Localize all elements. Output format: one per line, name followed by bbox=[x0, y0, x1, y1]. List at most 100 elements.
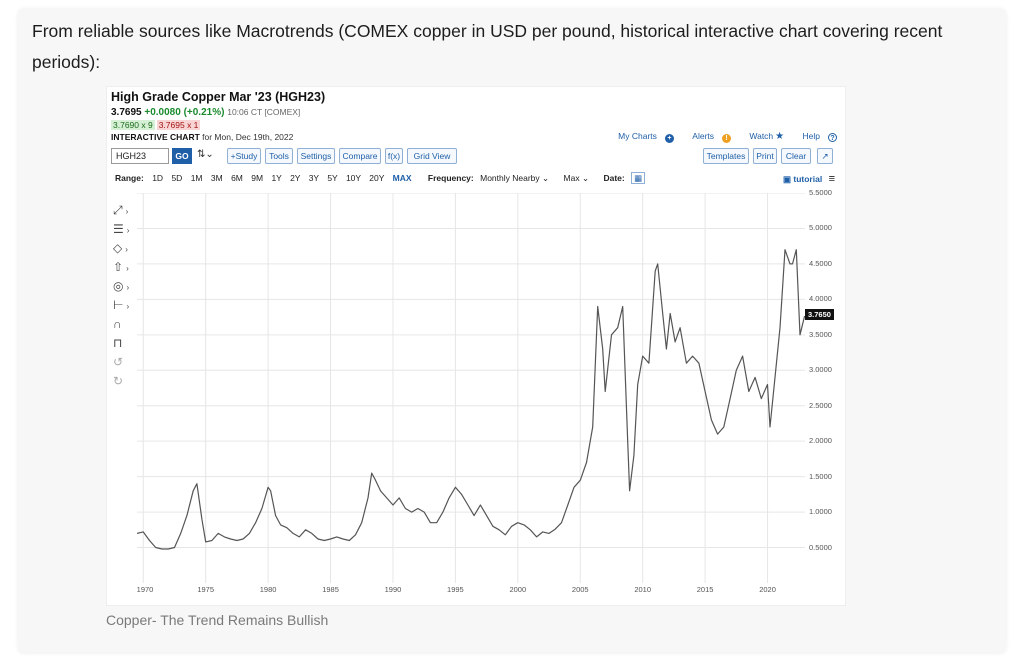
y-tick-label: 3.5000 bbox=[809, 329, 832, 339]
range-label: Range: bbox=[115, 173, 144, 183]
templates-button[interactable]: Templates bbox=[703, 148, 749, 164]
chart-title: High Grade Copper Mar '23 (HGH23) bbox=[111, 90, 326, 104]
range-1m[interactable]: 1M bbox=[190, 173, 203, 183]
undo-icon[interactable]: ↺ bbox=[113, 355, 124, 369]
range-10y[interactable]: 10Y bbox=[345, 173, 361, 183]
tutorial-link[interactable]: ▣ tutorial ≡ bbox=[783, 173, 835, 185]
x-tick-label: 1970 bbox=[136, 585, 154, 594]
redo-icon[interactable]: ↻ bbox=[113, 374, 124, 388]
range-1y[interactable]: 1Y bbox=[271, 173, 282, 183]
date-label: Date: bbox=[603, 173, 625, 183]
lock-icon[interactable]: ⊓ bbox=[113, 336, 123, 350]
my-charts-link[interactable]: My Charts + bbox=[610, 131, 674, 143]
price-line bbox=[137, 249, 805, 550]
star-icon: ★ bbox=[775, 131, 785, 142]
chevron-down-icon: ⌄ bbox=[581, 173, 590, 183]
trendline-tool-icon[interactable]: ⤢ › bbox=[113, 203, 129, 217]
x-tick-label: 2010 bbox=[634, 585, 652, 594]
range-3m[interactable]: 3M bbox=[210, 173, 223, 183]
measure-tool-icon[interactable]: ⊢ › bbox=[113, 298, 130, 312]
bid-ask: 3.7690 x 9 3.7695 x 1 bbox=[111, 120, 201, 130]
x-tick-label: 1995 bbox=[447, 585, 464, 594]
ask-value: 3.7695 x 1 bbox=[156, 120, 201, 130]
y-tick-label: 4.0000 bbox=[809, 294, 832, 304]
chart-screenshot: High Grade Copper Mar '23 (HGH23) 3.7695… bbox=[106, 86, 846, 606]
settings-button[interactable]: Settings bbox=[297, 148, 335, 164]
expand-icon[interactable]: ↗ bbox=[817, 148, 833, 164]
x-tick-label: 1980 bbox=[259, 585, 277, 594]
compare-button[interactable]: Compare bbox=[339, 148, 381, 164]
clear-button[interactable]: Clear bbox=[781, 148, 811, 164]
x-axis-labels: 1970 1975 1980 1985 1990 1995 2000 2005 2010 2015… bbox=[137, 585, 805, 599]
study-button[interactable]: +Study bbox=[227, 148, 261, 164]
film-icon: ▣ bbox=[782, 174, 792, 184]
range-20y[interactable]: 20Y bbox=[369, 173, 385, 183]
range-5y[interactable]: 5Y bbox=[327, 173, 338, 183]
interactive-date: for Mon, Dec 19th, 2022 bbox=[202, 132, 294, 142]
my-charts-label: My Charts bbox=[618, 131, 657, 141]
watch-link[interactable]: Watch ★ bbox=[741, 131, 785, 142]
interactive-label: INTERACTIVE CHART bbox=[111, 132, 200, 142]
x-tick-label: 2020 bbox=[759, 585, 776, 594]
chart-type-icon[interactable]: ⇅⌄ bbox=[197, 149, 214, 160]
quote-time: 10:06 CT [COMEX] bbox=[227, 107, 301, 117]
last-price-badge: 3.7650 bbox=[805, 309, 834, 321]
range-bar: Range: 1D 5D 1M 3M 6M 9M 1Y 2Y 3Y 5Y 10Y… bbox=[115, 172, 835, 184]
range-9m[interactable]: 9M bbox=[251, 173, 264, 183]
quote-line: 3.7695 +0.0080 (+0.21%) 10:06 CT [COMEX] bbox=[111, 107, 300, 118]
range-6m[interactable]: 6M bbox=[231, 173, 243, 183]
y-tick-label: 1.5000 bbox=[809, 471, 832, 481]
range-1d[interactable]: 1D bbox=[152, 173, 164, 183]
magnet-icon[interactable]: ∩ bbox=[113, 317, 122, 331]
menu-icon: ≡ bbox=[828, 173, 835, 185]
y-tick-label: 5.5000 bbox=[809, 188, 832, 197]
plus-icon: + bbox=[664, 134, 674, 143]
x-tick-label: 2015 bbox=[696, 585, 714, 594]
print-button[interactable]: Print bbox=[753, 148, 777, 164]
arrow-tool-icon[interactable]: ⇧ › bbox=[113, 260, 129, 274]
chart-toolbar: HGH23 GO ⇅⌄ +Study Tools Settings Compar… bbox=[111, 148, 835, 166]
top-links: My Charts + Alerts! Watch ★ Help? bbox=[602, 131, 837, 143]
price-chart bbox=[137, 193, 805, 583]
bid-value: 3.7690 x 9 bbox=[111, 120, 155, 130]
y-tick-label: 5.0000 bbox=[809, 223, 832, 233]
max-select[interactable]: Max ⌄ bbox=[564, 173, 590, 183]
shape-tool-icon[interactable]: ◇ › bbox=[113, 241, 128, 255]
x-tick-label: 2005 bbox=[571, 585, 589, 594]
interactive-chart-line: INTERACTIVE CHART for Mon, Dec 19th, 202… bbox=[111, 132, 293, 142]
max-value: Max bbox=[563, 173, 580, 183]
x-tick-label: 2000 bbox=[509, 585, 527, 594]
y-tick-label: 0.5000 bbox=[809, 542, 832, 552]
tutorial-label: tutorial bbox=[793, 174, 823, 184]
help-icon: ? bbox=[828, 133, 837, 142]
range-2y[interactable]: 2Y bbox=[290, 173, 301, 183]
intro-paragraph: From reliable sources like Macrotrends (… bbox=[32, 21, 943, 72]
alerts-link[interactable]: Alerts! bbox=[684, 131, 732, 143]
x-tick-label: 1975 bbox=[197, 585, 215, 594]
chevron-down-icon: ⌄ bbox=[542, 173, 550, 183]
fx-button[interactable]: f(x) bbox=[385, 148, 403, 164]
calendar-icon[interactable]: ▦ bbox=[631, 172, 646, 184]
frequency-value: Monthly Nearby bbox=[480, 173, 540, 183]
range-5d[interactable]: 5D bbox=[171, 173, 183, 183]
plot-area[interactable] bbox=[137, 193, 805, 583]
go-button[interactable]: GO bbox=[172, 148, 192, 164]
grid-view-button[interactable]: Grid View bbox=[407, 148, 457, 164]
range-max[interactable]: MAX bbox=[392, 173, 412, 183]
target-tool-icon[interactable]: ◎ › bbox=[113, 279, 130, 293]
fibonacci-tool-icon[interactable]: ☰ › bbox=[113, 222, 130, 236]
y-tick-label: 3.0000 bbox=[809, 365, 832, 375]
range-3y[interactable]: 3Y bbox=[308, 173, 319, 183]
x-tick-label: 1990 bbox=[384, 585, 402, 594]
tools-button[interactable]: Tools bbox=[265, 148, 293, 164]
symbol-input[interactable]: HGH23 bbox=[111, 148, 169, 164]
y-tick-label: 2.0000 bbox=[809, 436, 832, 446]
help-link[interactable]: Help? bbox=[795, 131, 837, 142]
x-tick-label: 1985 bbox=[322, 585, 339, 594]
frequency-label: Frequency: bbox=[427, 173, 474, 183]
alerts-label: Alerts bbox=[692, 131, 715, 141]
watch-label: Watch bbox=[749, 131, 774, 141]
y-tick-label: 4.5000 bbox=[809, 258, 832, 268]
last-price: 3.7695 bbox=[111, 107, 142, 118]
frequency-select[interactable]: Monthly Nearby ⌄ bbox=[480, 173, 549, 183]
